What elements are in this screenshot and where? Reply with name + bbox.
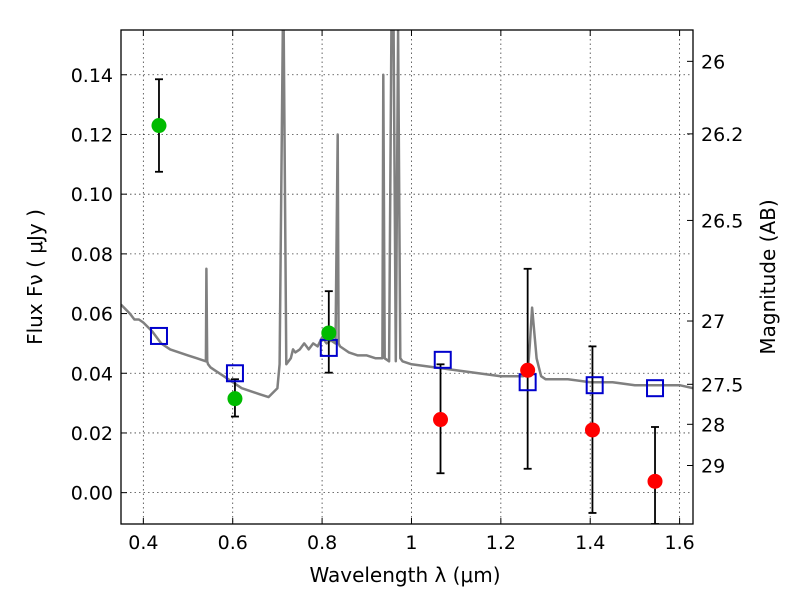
x-axis-label: Wavelength λ (μm): [309, 563, 500, 587]
grid: [121, 30, 693, 524]
y2-axis-label: Magnitude (AB): [756, 199, 780, 354]
nir-data-point: [647, 473, 663, 489]
model-photometry-point: [149, 326, 168, 345]
x-tick-label: 0.8: [307, 532, 337, 554]
y-tick-label: 0.08: [71, 244, 113, 266]
x-tick-label: 0.4: [128, 532, 158, 554]
plot-frame: [120, 29, 694, 525]
y-tick-label: 0.02: [71, 423, 113, 445]
x-tick-label: 1: [405, 532, 417, 554]
y-tick-label: 0.06: [71, 304, 113, 326]
y2-tick-label: 27.5: [701, 374, 743, 396]
optical-data-point: [151, 118, 167, 134]
y2-tick-label: 28: [701, 414, 725, 436]
model-photometry-point: [433, 350, 452, 369]
y-tick-label: 0.04: [71, 363, 113, 385]
x-tick-label: 1.4: [575, 532, 605, 554]
optical-data-point: [321, 325, 337, 341]
x-tick-label: 0.6: [218, 532, 248, 554]
y2-tick-label: 29: [701, 455, 725, 477]
model-photometry-point: [585, 376, 604, 395]
y-axis-label: Flux Fν ( μJy ): [23, 209, 47, 345]
optical-data-point: [227, 391, 243, 407]
model-photometry-point: [225, 364, 244, 383]
y-tick-label: 0.12: [71, 124, 113, 146]
model-photometry-point: [646, 379, 665, 398]
y-tick-label: 0.10: [71, 184, 113, 206]
y2-tick-label: 26: [701, 51, 725, 73]
nir-data-point: [433, 412, 449, 428]
y2-tick-label: 26.2: [701, 124, 743, 146]
plot-area: [121, 30, 693, 524]
y2-tick-label: 26.5: [701, 210, 743, 232]
x-tick-label: 1.6: [664, 532, 694, 554]
y-tick-label: 0.14: [71, 65, 113, 87]
x-tick-label: 1.2: [486, 532, 516, 554]
nir-data-point: [520, 362, 536, 378]
axes-ticks: 0.4 0.6 0.8 1 1.2 1.4 1.6 0.00 0.02 0.04 0.06 0.08 0…: [71, 30, 743, 554]
y2-tick-label: 27: [701, 311, 725, 333]
y-tick-label: 0.00: [71, 483, 113, 505]
nir-data-point: [584, 422, 600, 438]
